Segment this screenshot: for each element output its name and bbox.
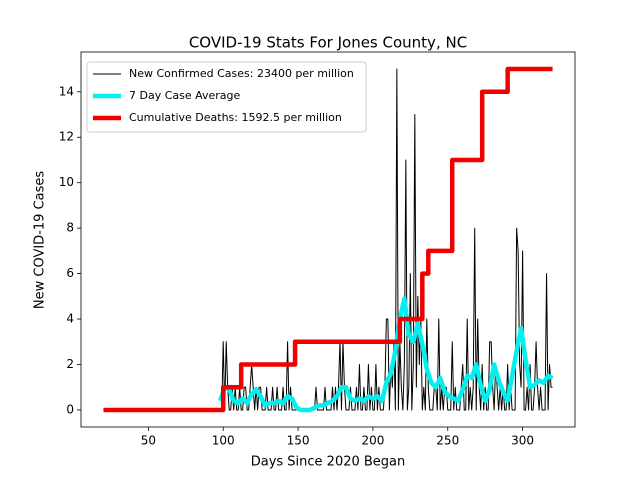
x-tick-label: 200 bbox=[361, 434, 384, 448]
series-line bbox=[218, 296, 554, 413]
plot-frame bbox=[80, 51, 576, 428]
x-tick-label: 300 bbox=[511, 434, 534, 448]
x-tick-label: 100 bbox=[212, 434, 235, 448]
series-line bbox=[103, 66, 553, 413]
series-line bbox=[218, 68, 553, 411]
y-tick-label: 6 bbox=[66, 266, 74, 280]
y-tick-label: 14 bbox=[59, 84, 74, 98]
x-tick-label: 250 bbox=[436, 434, 459, 448]
legend-label: 7 Day Case Average bbox=[129, 89, 241, 102]
y-tick-label: 10 bbox=[59, 175, 74, 189]
y-tick-label: 0 bbox=[66, 402, 74, 416]
y-tick-label: 4 bbox=[66, 312, 74, 326]
x-tick-label: 150 bbox=[287, 434, 310, 448]
y-tick-label: 12 bbox=[59, 130, 74, 144]
x-tick-label: 50 bbox=[141, 434, 156, 448]
y-tick-label: 2 bbox=[66, 357, 74, 371]
x-axis-label: Days Since 2020 Began bbox=[251, 455, 406, 470]
chart-title: COVID-19 Stats For Jones County, NC bbox=[189, 34, 467, 52]
legend-label: Cumulative Deaths: 1592.5 per million bbox=[129, 111, 342, 124]
y-axis-label: New COVID-19 Cases bbox=[33, 171, 48, 309]
legend-label: New Confirmed Cases: 23400 per million bbox=[129, 67, 354, 80]
y-tick-label: 8 bbox=[66, 221, 74, 235]
legend-box bbox=[86, 61, 367, 133]
